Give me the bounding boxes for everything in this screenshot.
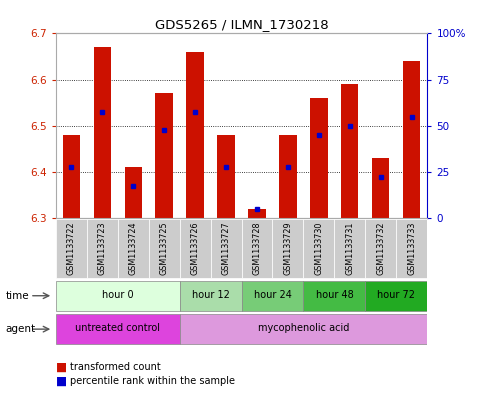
Text: GSM1133724: GSM1133724 bbox=[128, 222, 138, 275]
FancyBboxPatch shape bbox=[56, 314, 180, 344]
FancyBboxPatch shape bbox=[56, 219, 86, 278]
Bar bbox=[186, 52, 203, 218]
Text: hour 0: hour 0 bbox=[102, 290, 133, 300]
Text: GSM1133722: GSM1133722 bbox=[67, 222, 75, 275]
Text: GSM1133725: GSM1133725 bbox=[159, 222, 169, 275]
FancyBboxPatch shape bbox=[56, 281, 180, 311]
FancyBboxPatch shape bbox=[366, 219, 397, 278]
FancyBboxPatch shape bbox=[117, 219, 149, 278]
Text: hour 12: hour 12 bbox=[192, 290, 229, 300]
Text: hour 48: hour 48 bbox=[315, 290, 354, 300]
Text: transformed count: transformed count bbox=[70, 362, 161, 373]
Text: ■: ■ bbox=[56, 361, 67, 374]
Bar bbox=[156, 94, 172, 218]
Bar bbox=[403, 61, 421, 218]
Text: GSM1133726: GSM1133726 bbox=[190, 222, 199, 275]
Text: GSM1133732: GSM1133732 bbox=[376, 222, 385, 275]
Text: untreated control: untreated control bbox=[75, 323, 160, 334]
Text: time: time bbox=[6, 291, 29, 301]
Bar bbox=[248, 209, 266, 218]
Text: mycophenolic acid: mycophenolic acid bbox=[258, 323, 349, 334]
FancyBboxPatch shape bbox=[211, 219, 242, 278]
Text: GSM1133730: GSM1133730 bbox=[314, 222, 324, 275]
Text: GSM1133733: GSM1133733 bbox=[408, 222, 416, 275]
FancyBboxPatch shape bbox=[180, 314, 427, 344]
FancyBboxPatch shape bbox=[149, 219, 180, 278]
Text: ■: ■ bbox=[56, 375, 67, 388]
FancyBboxPatch shape bbox=[242, 219, 272, 278]
Text: hour 24: hour 24 bbox=[254, 290, 291, 300]
Text: GSM1133723: GSM1133723 bbox=[98, 222, 107, 275]
Text: GSM1133729: GSM1133729 bbox=[284, 222, 293, 275]
Text: percentile rank within the sample: percentile rank within the sample bbox=[70, 376, 235, 386]
FancyBboxPatch shape bbox=[334, 219, 366, 278]
Bar bbox=[62, 135, 80, 218]
FancyBboxPatch shape bbox=[397, 219, 427, 278]
Text: GDS5265 / ILMN_1730218: GDS5265 / ILMN_1730218 bbox=[155, 18, 328, 31]
Text: agent: agent bbox=[6, 324, 36, 334]
FancyBboxPatch shape bbox=[242, 281, 303, 311]
Bar bbox=[280, 135, 297, 218]
FancyBboxPatch shape bbox=[272, 219, 303, 278]
Bar bbox=[372, 158, 389, 218]
Text: GSM1133727: GSM1133727 bbox=[222, 222, 230, 275]
Bar bbox=[341, 84, 358, 218]
Text: GSM1133731: GSM1133731 bbox=[345, 222, 355, 275]
FancyBboxPatch shape bbox=[180, 219, 211, 278]
FancyBboxPatch shape bbox=[303, 281, 366, 311]
FancyBboxPatch shape bbox=[366, 281, 427, 311]
FancyBboxPatch shape bbox=[303, 219, 334, 278]
Bar bbox=[125, 167, 142, 218]
Bar bbox=[94, 47, 111, 218]
Bar bbox=[217, 135, 235, 218]
Bar bbox=[311, 98, 327, 218]
FancyBboxPatch shape bbox=[180, 281, 242, 311]
Text: hour 72: hour 72 bbox=[377, 290, 415, 300]
Text: GSM1133728: GSM1133728 bbox=[253, 222, 261, 275]
FancyBboxPatch shape bbox=[86, 219, 117, 278]
